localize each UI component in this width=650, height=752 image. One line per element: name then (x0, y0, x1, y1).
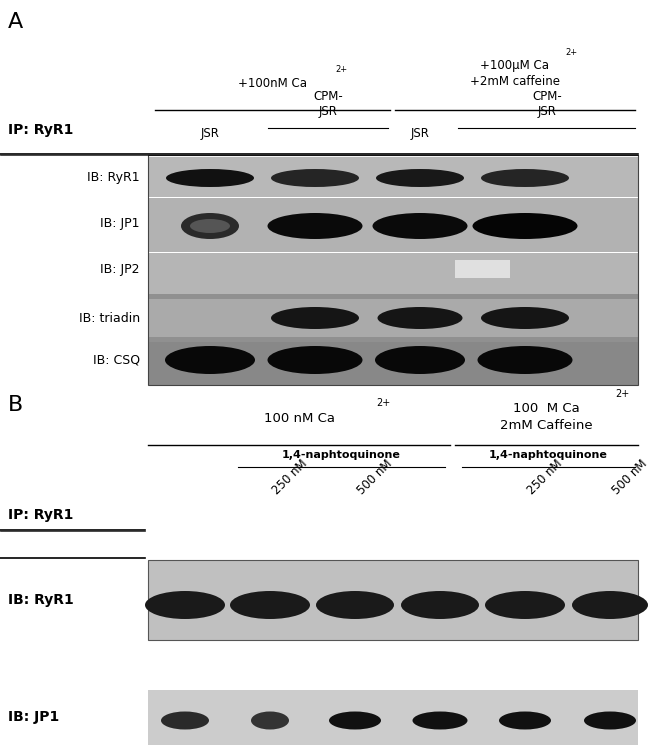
Ellipse shape (268, 346, 363, 374)
Bar (455, 260, 510, 278)
Ellipse shape (499, 711, 551, 729)
Text: IB: RyR1: IB: RyR1 (87, 171, 140, 184)
Text: 500 nM: 500 nM (355, 457, 395, 497)
Text: IP: RyR1: IP: RyR1 (8, 123, 73, 137)
Text: IP: RyR1: IP: RyR1 (8, 508, 73, 522)
Text: CPM-
JSR: CPM- JSR (532, 90, 562, 118)
Ellipse shape (165, 346, 255, 374)
Text: A: A (8, 12, 23, 32)
Bar (148, 253, 638, 294)
Ellipse shape (481, 307, 569, 329)
Ellipse shape (190, 219, 230, 233)
Ellipse shape (584, 711, 636, 729)
Bar (148, 294, 638, 299)
Bar (148, 157, 638, 197)
Bar (148, 690, 638, 745)
Text: IB: JP1: IB: JP1 (8, 711, 59, 724)
Ellipse shape (485, 591, 565, 619)
Bar (148, 342, 638, 385)
Ellipse shape (401, 591, 479, 619)
Ellipse shape (413, 711, 467, 729)
Ellipse shape (166, 169, 254, 187)
Text: 2+: 2+ (615, 389, 629, 399)
Ellipse shape (268, 213, 363, 239)
Text: IB: JP1: IB: JP1 (101, 217, 140, 231)
Text: 1,4-naphtoquinone: 1,4-naphtoquinone (281, 450, 400, 460)
Ellipse shape (181, 213, 239, 239)
Text: IB: triadin: IB: triadin (79, 311, 140, 325)
Text: +100nM Ca: +100nM Ca (237, 77, 307, 90)
Bar (148, 299, 638, 337)
Ellipse shape (372, 213, 467, 239)
Ellipse shape (251, 711, 289, 729)
Ellipse shape (316, 591, 394, 619)
Text: 2mM Caffeine: 2mM Caffeine (500, 419, 592, 432)
Text: 2+: 2+ (376, 398, 390, 408)
Text: IB: CSQ: IB: CSQ (93, 353, 140, 366)
Ellipse shape (378, 307, 463, 329)
Text: 2+: 2+ (565, 48, 577, 57)
Bar (148, 198, 638, 252)
Text: JSR: JSR (411, 127, 430, 140)
Ellipse shape (473, 213, 577, 239)
Text: +100μM Ca: +100μM Ca (480, 59, 549, 72)
Bar (148, 560, 638, 640)
Ellipse shape (271, 307, 359, 329)
Ellipse shape (230, 591, 310, 619)
Text: +2mM caffeine: +2mM caffeine (470, 75, 560, 88)
Text: 100 nM Ca: 100 nM Ca (263, 412, 335, 425)
Ellipse shape (481, 169, 569, 187)
Ellipse shape (572, 591, 648, 619)
Text: B: B (8, 395, 23, 415)
Bar (148, 337, 638, 342)
Text: 1,4-naphtoquinone: 1,4-naphtoquinone (489, 450, 608, 460)
Text: 250 nM: 250 nM (525, 457, 565, 497)
Text: IB: JP2: IB: JP2 (101, 263, 140, 277)
Text: JSR: JSR (201, 127, 220, 140)
Ellipse shape (329, 711, 381, 729)
Text: IB: RyR1: IB: RyR1 (8, 593, 73, 607)
Text: 500 nM: 500 nM (610, 457, 650, 497)
Bar (148, 155, 638, 385)
Ellipse shape (478, 346, 573, 374)
Text: 2+: 2+ (335, 65, 347, 74)
Text: 100  M Ca: 100 M Ca (513, 402, 579, 415)
Text: 250 nM: 250 nM (270, 457, 310, 497)
Text: CPM-
JSR: CPM- JSR (313, 90, 343, 118)
Ellipse shape (375, 346, 465, 374)
Ellipse shape (376, 169, 464, 187)
Ellipse shape (161, 711, 209, 729)
Ellipse shape (271, 169, 359, 187)
Ellipse shape (145, 591, 225, 619)
